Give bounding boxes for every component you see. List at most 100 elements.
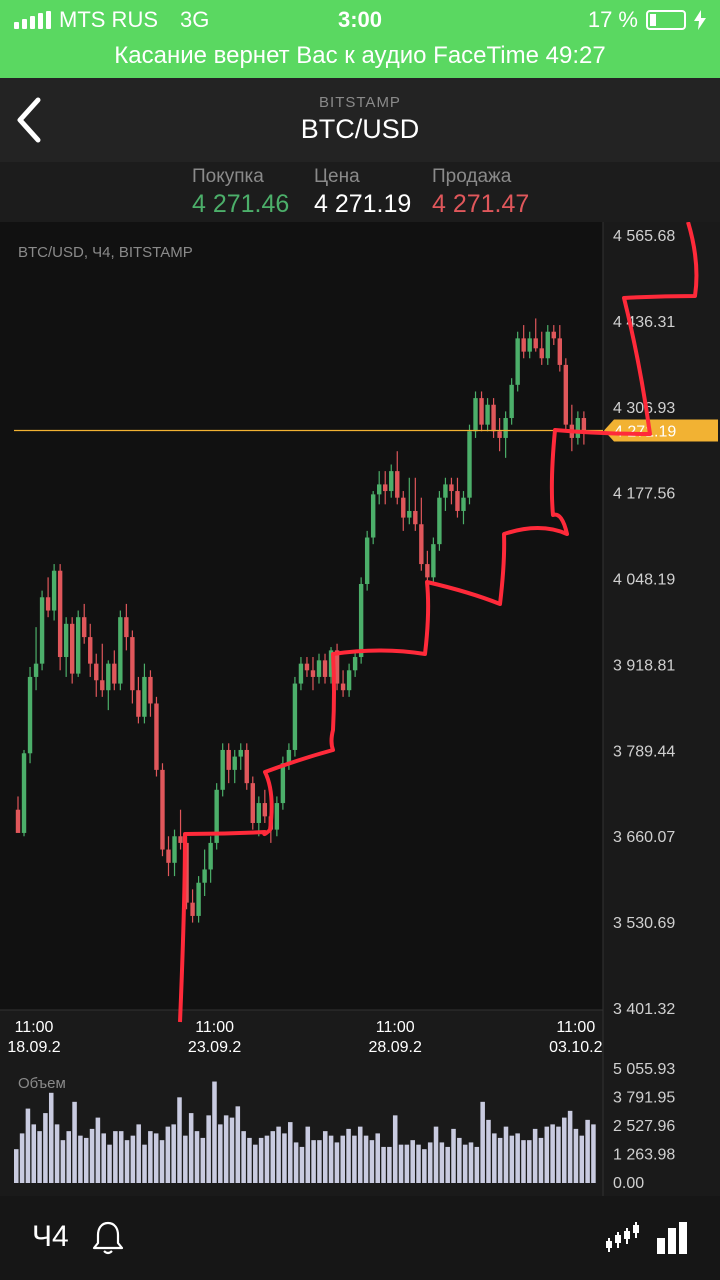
clock: 3:00 xyxy=(337,7,383,32)
volume-bar xyxy=(241,1131,246,1183)
volume-bar xyxy=(392,1115,398,1183)
candle xyxy=(232,749,237,784)
x-tick-date: 18.09.2 xyxy=(7,1039,60,1056)
volume-bar xyxy=(142,1144,147,1183)
candle-body xyxy=(419,524,424,565)
volume-bar xyxy=(544,1126,550,1183)
candle xyxy=(322,653,328,684)
candle-body xyxy=(437,497,442,545)
candle xyxy=(497,418,502,452)
candle xyxy=(112,650,117,691)
candle-body xyxy=(443,484,448,498)
candle-body xyxy=(346,670,352,691)
candle-body xyxy=(94,663,99,681)
candle-body xyxy=(172,836,177,863)
candle xyxy=(346,663,352,697)
ask-label: Продажа xyxy=(432,166,512,187)
price-summary: Покупка 4 271.46 Цена 4 271.19 Продажа 4… xyxy=(0,162,720,222)
back-button[interactable] xyxy=(12,92,52,148)
volume-bar xyxy=(521,1140,526,1183)
candle-body xyxy=(352,657,358,671)
facetime-return-banner[interactable]: Касание вернет Вас к аудио FaceTime 49:2… xyxy=(0,40,720,78)
candle-body xyxy=(509,384,514,419)
candle-body xyxy=(45,597,51,611)
candle xyxy=(292,676,298,757)
candle-body xyxy=(515,338,520,385)
volume-bar xyxy=(509,1135,515,1183)
volume-bar xyxy=(457,1137,462,1183)
candle-body xyxy=(527,338,532,352)
y-tick-label: 4 565.68 xyxy=(613,228,675,245)
x-tick-date: 28.09.2 xyxy=(369,1039,422,1056)
carrier-info: MTS RUS 3G xyxy=(14,7,209,33)
volume-bar xyxy=(503,1126,509,1183)
volume-bar xyxy=(346,1128,351,1183)
candle-body xyxy=(431,544,436,578)
bell-icon[interactable] xyxy=(92,1220,124,1256)
price-chart[interactable]: BTC/USD, Ч4, BITSTAMP 4 565.68 4 436.31 4 … xyxy=(0,221,720,1196)
candle xyxy=(238,743,243,770)
candle-body xyxy=(142,676,147,717)
candle xyxy=(69,617,75,684)
candle-body xyxy=(244,749,249,784)
interval-selector[interactable]: Ч4 xyxy=(32,1220,69,1253)
volume-bar xyxy=(375,1133,380,1183)
candle xyxy=(21,749,27,837)
candle-body xyxy=(292,683,298,750)
candle xyxy=(124,603,129,651)
volume-bar xyxy=(480,1101,485,1183)
volume-bar xyxy=(357,1126,363,1183)
volume-bar xyxy=(433,1126,439,1183)
candle-body xyxy=(118,617,123,684)
volume-bar xyxy=(89,1128,95,1183)
bid-value: 4 271.46 xyxy=(192,190,290,218)
candle-body xyxy=(461,497,466,511)
candle xyxy=(310,657,316,691)
chart-area[interactable]: BTC/USD, Ч4, BITSTAMP 4 565.68 4 436.31 4 … xyxy=(0,221,720,1196)
candle-body xyxy=(262,803,268,817)
candle-body xyxy=(274,803,280,830)
volume-bar xyxy=(153,1133,159,1183)
volume-bar xyxy=(258,1137,264,1183)
plot-background xyxy=(0,222,603,1010)
candle xyxy=(244,743,249,790)
candle xyxy=(425,550,430,584)
candle-body xyxy=(497,431,502,438)
candle xyxy=(557,325,562,372)
volume-bar xyxy=(124,1140,130,1183)
volume-bar xyxy=(527,1140,532,1183)
candle-body xyxy=(51,570,57,611)
candle-body xyxy=(503,418,508,438)
candle xyxy=(395,451,400,505)
volume-bar xyxy=(305,1126,311,1183)
candle-body xyxy=(563,364,569,425)
candles-icon[interactable] xyxy=(604,1220,640,1254)
volume-bar xyxy=(439,1142,445,1183)
signal-icon xyxy=(14,11,51,29)
candle xyxy=(340,670,346,697)
volume-bar xyxy=(247,1137,252,1183)
candle-body xyxy=(449,484,454,492)
candle xyxy=(455,477,460,518)
volume-bar xyxy=(200,1137,206,1183)
candle xyxy=(563,358,569,432)
bars-icon[interactable] xyxy=(656,1220,688,1254)
candle xyxy=(106,660,111,711)
x-tick-time: 11:00 xyxy=(15,1019,54,1036)
volume-bar xyxy=(136,1124,141,1183)
volume-bar xyxy=(381,1146,386,1183)
candle xyxy=(539,331,544,365)
volume-bar xyxy=(83,1137,89,1183)
candle-body xyxy=(413,510,418,525)
candle-body xyxy=(136,690,141,717)
y-tick-label: 3 789.44 xyxy=(613,743,675,760)
volume-tick-label: 2 527.96 xyxy=(613,1118,675,1135)
volume-bar xyxy=(451,1128,456,1183)
candle-body xyxy=(377,484,382,495)
x-tick-time: 11:00 xyxy=(556,1019,595,1036)
volume-bar xyxy=(118,1131,124,1183)
candle-body xyxy=(557,338,562,365)
candle-body xyxy=(238,749,243,757)
volume-bar xyxy=(276,1126,281,1183)
candle xyxy=(148,670,153,717)
